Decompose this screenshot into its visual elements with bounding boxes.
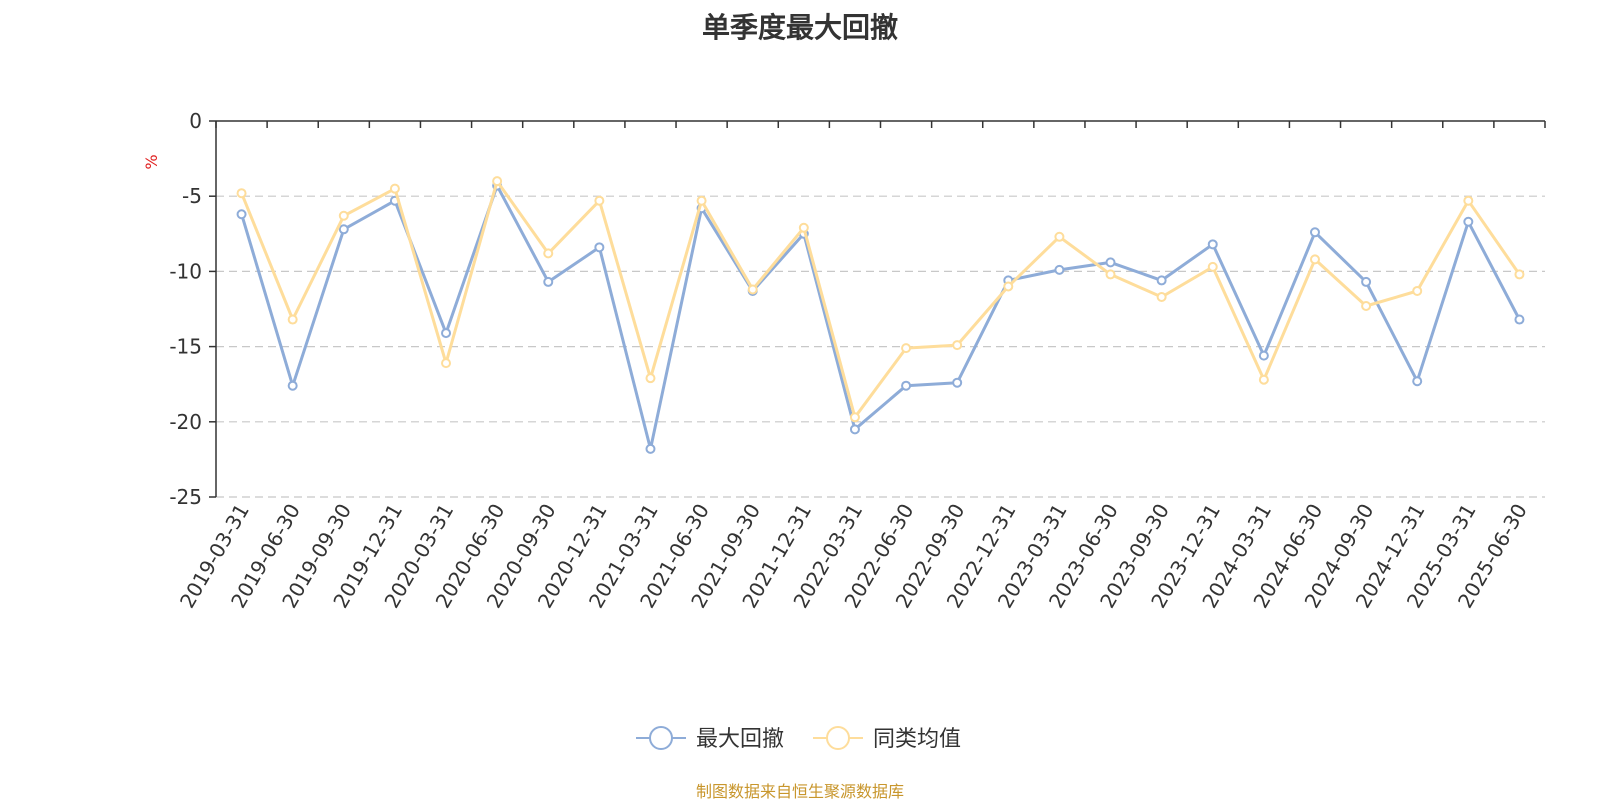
data-point: [1309, 254, 1320, 265]
y-tick-label: -15: [169, 335, 202, 359]
data-point: [389, 183, 400, 194]
data-point: [594, 195, 605, 206]
data-point: [287, 380, 298, 391]
data-point: [543, 276, 554, 287]
y-tick-label: -25: [169, 485, 202, 509]
data-point: [1361, 276, 1372, 287]
data-point: [1156, 291, 1167, 302]
legend-marker: [649, 726, 673, 750]
series-line-1: [240, 179, 1521, 419]
data-point: [1412, 285, 1423, 296]
y-tick-label: -5: [182, 184, 202, 208]
axis-layer: 0-5-10-15-20-25%2019-03-312019-06-302019…: [142, 109, 1546, 612]
data-point: [1361, 300, 1372, 311]
y-tick-label: -10: [169, 259, 202, 283]
data-point: [1003, 281, 1014, 292]
y-tick-label: 0: [189, 109, 202, 133]
data-point: [1309, 227, 1320, 238]
y-axis-label: %: [142, 154, 161, 169]
data-point: [1463, 195, 1474, 206]
data-point: [441, 358, 452, 369]
data-point: [1207, 261, 1218, 272]
data-point: [952, 377, 963, 388]
y-tick-label: -20: [169, 410, 202, 434]
data-point: [287, 314, 298, 325]
grid-layer: [216, 195, 1545, 498]
data-point: [645, 373, 656, 384]
series-layer: [236, 176, 1525, 454]
chart-title: 单季度最大回撤: [701, 11, 898, 44]
data-point: [798, 222, 809, 233]
data-point: [1412, 376, 1423, 387]
data-point: [594, 242, 605, 253]
data-point: [1054, 264, 1065, 275]
data-point: [1258, 374, 1269, 385]
data-point: [1105, 269, 1116, 280]
data-point: [849, 424, 860, 435]
data-point: [1258, 350, 1269, 361]
data-point: [901, 380, 912, 391]
data-point: [236, 209, 247, 220]
legend-marker: [826, 726, 850, 750]
data-point: [1514, 269, 1525, 280]
data-point: [1514, 314, 1525, 325]
data-point: [236, 188, 247, 199]
data-point: [543, 248, 554, 259]
legend-label: 同类均值: [873, 727, 961, 752]
data-point: [441, 328, 452, 339]
data-point: [1463, 216, 1474, 227]
data-point: [492, 176, 503, 187]
legend-label: 最大回撤: [696, 727, 784, 752]
data-point: [952, 340, 963, 351]
data-point: [901, 343, 912, 354]
data-point: [1156, 275, 1167, 286]
data-point: [1207, 239, 1218, 250]
series-line-0: [240, 184, 1521, 451]
legend: 最大回撤 同类均值: [636, 726, 961, 752]
data-point: [338, 210, 349, 221]
data-point: [747, 284, 758, 295]
data-point: [1054, 231, 1065, 242]
data-point: [696, 195, 707, 206]
data-point: [645, 443, 656, 454]
source-note: 制图数据来自恒生聚源数据库: [695, 782, 904, 801]
data-point: [1105, 257, 1116, 268]
data-point: [849, 412, 860, 423]
data-point: [338, 224, 349, 235]
